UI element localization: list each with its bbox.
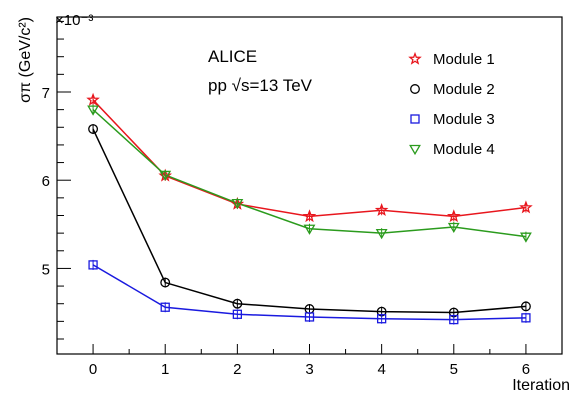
x-tick-label: 5 [450,361,458,378]
annotation-experiment: ALICE [208,47,257,66]
y-tick-label: 6 [42,173,50,190]
data-point [232,298,243,309]
ticks: 0 1 2 3 4 5 6 5 6 7 [42,20,563,378]
y-multiplier: ×10⁻³ [55,12,93,29]
y-axis-title: σπ (GeV/c²) [17,17,34,103]
data-point [446,209,461,223]
data-point [520,232,532,243]
data-point [302,209,317,223]
annotation-collision: pp √s=13 TeV [208,76,313,95]
data-point [304,312,315,322]
data-point [374,203,389,216]
data-point [376,314,387,324]
data-point [87,105,99,116]
legend-marker [410,114,420,124]
data-point [159,170,172,182]
data-point [231,198,244,210]
data-point [447,222,460,234]
legend-marker [408,51,422,65]
data-point [303,224,316,235]
legend-marker [410,84,420,94]
x-tick-label: 4 [377,361,385,378]
data-point [88,124,99,134]
x-axis-title: Iteration [512,377,570,394]
legend-label: Module 1 [433,51,495,68]
legend-marker [409,144,421,156]
x-tick-label: 1 [161,361,169,378]
x-tick-label: 6 [522,361,530,378]
legend-label: Module 4 [433,141,495,158]
data-point [88,260,98,270]
x-tick-label: 0 [89,361,97,378]
legend: Module 1 Module 2 Module 3 Module 4 [408,51,495,158]
data-point [449,314,459,325]
data-point [375,228,388,240]
data-point [160,277,171,288]
data-point [520,301,531,312]
y-tick-label: 7 [42,85,50,102]
legend-label: Module 3 [433,111,495,128]
data-point [160,302,170,312]
series-markers [86,92,533,325]
x-tick-label: 2 [233,361,241,378]
legend-label: Module 2 [433,81,495,98]
data-point [232,309,243,319]
data-point [521,313,531,323]
x-tick-label: 3 [305,361,313,378]
data-point [86,92,100,106]
data-point [519,200,533,214]
y-tick-label: 5 [42,261,50,278]
